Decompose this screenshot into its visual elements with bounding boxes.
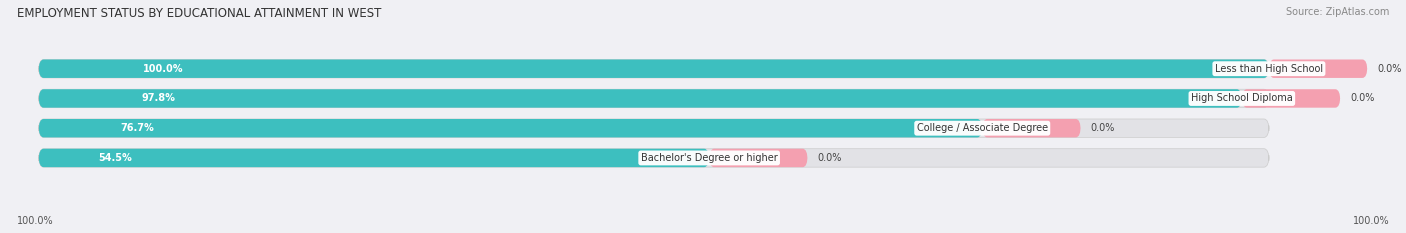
FancyBboxPatch shape xyxy=(39,59,1268,78)
Text: 0.0%: 0.0% xyxy=(1376,64,1402,74)
Text: 0.0%: 0.0% xyxy=(817,153,842,163)
Text: High School Diploma: High School Diploma xyxy=(1191,93,1292,103)
FancyBboxPatch shape xyxy=(39,119,1268,137)
FancyBboxPatch shape xyxy=(39,89,1241,108)
FancyBboxPatch shape xyxy=(39,119,983,137)
FancyBboxPatch shape xyxy=(39,149,1268,167)
Text: EMPLOYMENT STATUS BY EDUCATIONAL ATTAINMENT IN WEST: EMPLOYMENT STATUS BY EDUCATIONAL ATTAINM… xyxy=(17,7,381,20)
Text: College / Associate Degree: College / Associate Degree xyxy=(917,123,1047,133)
FancyBboxPatch shape xyxy=(983,119,1081,137)
Text: Less than High School: Less than High School xyxy=(1215,64,1323,74)
Text: 97.8%: 97.8% xyxy=(141,93,174,103)
Text: Source: ZipAtlas.com: Source: ZipAtlas.com xyxy=(1285,7,1389,17)
FancyBboxPatch shape xyxy=(39,89,1268,108)
FancyBboxPatch shape xyxy=(39,149,709,167)
Text: 100.0%: 100.0% xyxy=(143,64,184,74)
FancyBboxPatch shape xyxy=(709,149,807,167)
FancyBboxPatch shape xyxy=(39,59,1268,78)
FancyBboxPatch shape xyxy=(1268,59,1367,78)
Text: Bachelor's Degree or higher: Bachelor's Degree or higher xyxy=(641,153,778,163)
Text: 100.0%: 100.0% xyxy=(1353,216,1389,226)
Text: 100.0%: 100.0% xyxy=(17,216,53,226)
Text: 54.5%: 54.5% xyxy=(98,153,132,163)
Text: 0.0%: 0.0% xyxy=(1350,93,1375,103)
FancyBboxPatch shape xyxy=(1241,89,1340,108)
Text: 76.7%: 76.7% xyxy=(121,123,155,133)
Text: 0.0%: 0.0% xyxy=(1091,123,1115,133)
